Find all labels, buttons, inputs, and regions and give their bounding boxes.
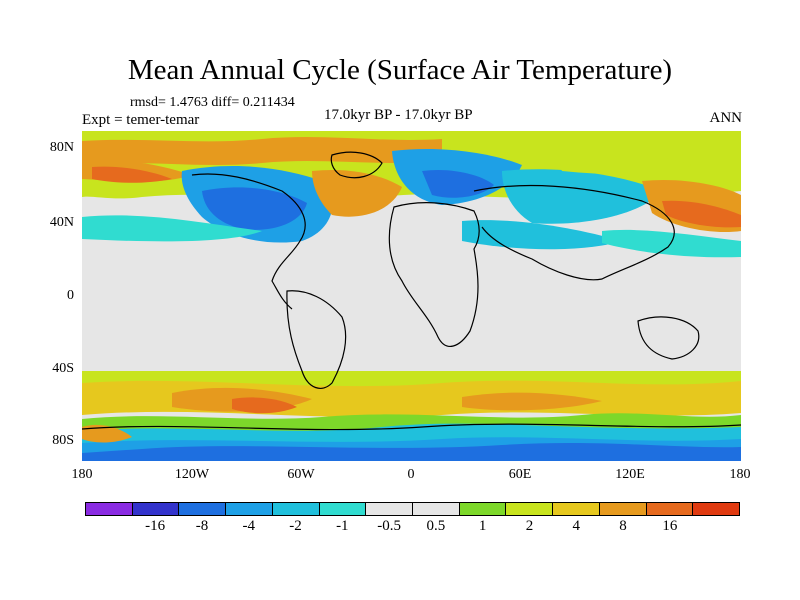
colorbar-label: 2 <box>525 518 534 534</box>
asia-lightblue <box>462 220 622 250</box>
statistics-label: rmsd= 1.4763 diff= 0.211434 <box>130 95 295 110</box>
siberia-lightblue <box>502 169 662 224</box>
colorbar-segment <box>553 503 600 515</box>
north-america-deepblue <box>202 187 307 230</box>
colorbar-segment <box>459 503 507 515</box>
colorbar-label: -8 <box>195 518 209 534</box>
colorbar-segment <box>599 503 647 515</box>
season-label: ANN <box>709 110 743 126</box>
southern-orange-patch-2 <box>462 392 602 411</box>
colorbar-label: 4 <box>572 518 581 534</box>
colorbar-label: -1 <box>336 518 349 534</box>
arctic-orange-band <box>82 137 442 165</box>
colorbar-segment <box>272 503 320 515</box>
colorbar-segment <box>366 503 414 515</box>
temperature-difference-map <box>82 131 741 461</box>
x-tick-180e: 180 <box>729 467 751 482</box>
y-tick-0: 0 <box>67 288 74 303</box>
colorbar-segment <box>319 503 367 515</box>
coastline-antarctica <box>82 423 741 431</box>
x-tick-0: 0 <box>407 467 415 482</box>
colorbar <box>85 502 740 516</box>
period-label: 17.0kyr BP - 17.0kyr BP <box>324 107 473 123</box>
southern-darkorange-patch <box>232 397 297 414</box>
colorbar-label: -2 <box>289 518 302 534</box>
colorbar-segment <box>506 503 554 515</box>
colorbar-segment <box>646 503 694 515</box>
y-tick-40n: 40N <box>49 215 74 230</box>
coastline-south-america <box>286 290 347 389</box>
colorbar-label: 1 <box>478 518 487 534</box>
y-tick-40s: 40S <box>52 361 74 376</box>
antarctic-deepblue <box>82 443 741 461</box>
west-pacific-cyan <box>602 229 741 258</box>
antarctic-orange-patch <box>82 424 132 443</box>
north-atlantic-orange <box>312 169 402 217</box>
coastline-eurasia <box>473 184 675 281</box>
x-tick-120e: 120E <box>615 467 645 482</box>
colorbar-segment <box>413 503 460 515</box>
colorbar-segment <box>179 503 227 515</box>
colorbar-label: 0.5 <box>426 518 446 534</box>
map-canvas <box>82 131 741 461</box>
x-tick-180w: 180 <box>71 467 93 482</box>
colorbar-segment <box>132 503 180 515</box>
colorbar-label: 8 <box>619 518 627 534</box>
colorbar-label: 16 <box>662 518 678 534</box>
experiment-label: Expt = temer-temar <box>82 112 200 128</box>
y-tick-80s: 80S <box>52 433 74 448</box>
alaska-darkorange <box>92 166 172 183</box>
x-tick-60w: 60W <box>287 467 315 482</box>
y-tick-80n: 80N <box>49 140 74 155</box>
x-tick-120w: 120W <box>174 467 210 482</box>
pacific-darkorange <box>662 200 741 228</box>
coastline-north-america <box>191 173 306 310</box>
coastline-greenland <box>330 151 383 179</box>
x-tick-60e: 60E <box>508 467 532 482</box>
coastline-australia <box>637 316 700 360</box>
siberia-yellowgreen <box>552 148 692 175</box>
north-pacific-cyan <box>82 215 262 242</box>
colorbar-label: -0.5 <box>377 518 401 534</box>
coastline-africa <box>388 202 480 347</box>
colorbar-label: -16 <box>145 518 166 534</box>
colorbar-segment <box>226 503 273 515</box>
plot-title: Mean Annual Cycle (Surface Air Temperatu… <box>127 54 673 86</box>
colorbar-label: -4 <box>242 518 256 534</box>
colorbar-segment <box>693 503 740 515</box>
colorbar-segment <box>86 503 133 515</box>
coastlines <box>82 151 741 431</box>
